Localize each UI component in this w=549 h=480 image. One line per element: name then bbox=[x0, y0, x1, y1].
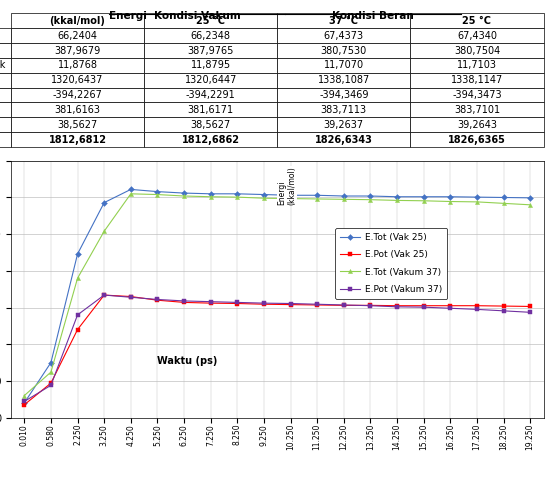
E.Tot (Vakum 37) bbox=[154, 192, 161, 197]
Line: E.Tot (Vak 25): E.Tot (Vak 25) bbox=[22, 187, 533, 405]
E.Pot (Vak 25) bbox=[447, 303, 453, 309]
E.Tot (Vak 25) bbox=[234, 191, 240, 197]
E.Tot (Vak 25) bbox=[394, 194, 400, 200]
Line: E.Pot (Vak 25): E.Pot (Vak 25) bbox=[22, 293, 533, 407]
E.Tot (Vakum 37) bbox=[48, 369, 54, 375]
E.Tot (Vakum 37) bbox=[527, 202, 534, 208]
E.Pot (Vakum 37) bbox=[367, 303, 374, 309]
E.Pot (Vakum 37) bbox=[314, 301, 321, 307]
E.Tot (Vak 25) bbox=[74, 251, 81, 257]
E.Pot (Vakum 37) bbox=[101, 292, 108, 298]
E.Pot (Vakum 37) bbox=[261, 300, 267, 306]
Text: Kondisi Beran: Kondisi Beran bbox=[332, 11, 414, 21]
E.Pot (Vak 25) bbox=[74, 327, 81, 333]
Text: Energi: Energi bbox=[109, 11, 147, 21]
E.Pot (Vak 25) bbox=[48, 380, 54, 386]
E.Pot (Vak 25) bbox=[474, 303, 480, 309]
E.Tot (Vakum 37) bbox=[421, 198, 427, 204]
E.Tot (Vak 25) bbox=[500, 194, 507, 200]
E.Pot (Vakum 37) bbox=[21, 398, 27, 404]
E.Pot (Vakum 37) bbox=[234, 300, 240, 305]
E.Tot (Vak 25) bbox=[421, 194, 427, 200]
E.Tot (Vakum 37) bbox=[287, 196, 294, 202]
E.Tot (Vak 25) bbox=[154, 189, 161, 194]
E.Tot (Vak 25) bbox=[261, 192, 267, 197]
E.Pot (Vakum 37) bbox=[74, 312, 81, 318]
E.Pot (Vak 25) bbox=[261, 301, 267, 307]
E.Tot (Vakum 37) bbox=[127, 191, 134, 197]
E.Tot (Vak 25) bbox=[101, 200, 108, 205]
E.Pot (Vak 25) bbox=[101, 292, 108, 298]
E.Pot (Vakum 37) bbox=[447, 305, 453, 311]
E.Tot (Vak 25) bbox=[474, 194, 480, 200]
E.Pot (Vakum 37) bbox=[340, 302, 347, 308]
E.Tot (Vakum 37) bbox=[261, 195, 267, 201]
E.Pot (Vakum 37) bbox=[474, 307, 480, 312]
E.Tot (Vakum 37) bbox=[394, 198, 400, 204]
E.Pot (Vakum 37) bbox=[48, 383, 54, 388]
E.Tot (Vakum 37) bbox=[500, 201, 507, 206]
E.Tot (Vak 25) bbox=[527, 195, 534, 201]
E.Pot (Vakum 37) bbox=[208, 299, 214, 304]
E.Pot (Vak 25) bbox=[421, 303, 427, 309]
E.Pot (Vak 25) bbox=[500, 303, 507, 309]
E.Tot (Vak 25) bbox=[367, 193, 374, 199]
E.Pot (Vakum 37) bbox=[181, 298, 187, 304]
E.Tot (Vak 25) bbox=[287, 192, 294, 198]
E.Pot (Vak 25) bbox=[314, 302, 321, 308]
E.Pot (Vak 25) bbox=[287, 302, 294, 308]
E.Pot (Vak 25) bbox=[208, 300, 214, 306]
Legend: E.Tot (Vak 25), E.Pot (Vak 25), E.Tot (Vakum 37), E.Pot (Vakum 37): E.Tot (Vak 25), E.Pot (Vak 25), E.Tot (V… bbox=[335, 228, 447, 299]
Line: E.Pot (Vakum 37): E.Pot (Vakum 37) bbox=[22, 293, 533, 404]
E.Tot (Vakum 37) bbox=[21, 393, 27, 398]
E.Pot (Vak 25) bbox=[21, 402, 27, 408]
E.Tot (Vak 25) bbox=[21, 400, 27, 406]
E.Pot (Vakum 37) bbox=[500, 308, 507, 314]
E.Tot (Vakum 37) bbox=[234, 194, 240, 200]
E.Pot (Vakum 37) bbox=[394, 304, 400, 310]
E.Pot (Vakum 37) bbox=[287, 300, 294, 306]
E.Pot (Vakum 37) bbox=[127, 294, 134, 300]
E.Pot (Vakum 37) bbox=[154, 297, 161, 302]
E.Pot (Vak 25) bbox=[234, 300, 240, 306]
E.Tot (Vak 25) bbox=[127, 187, 134, 192]
E.Tot (Vakum 37) bbox=[474, 199, 480, 205]
E.Tot (Vakum 37) bbox=[74, 276, 81, 281]
E.Tot (Vak 25) bbox=[208, 191, 214, 197]
E.Pot (Vakum 37) bbox=[421, 304, 427, 310]
E.Tot (Vak 25) bbox=[181, 190, 187, 196]
E.Tot (Vakum 37) bbox=[208, 194, 214, 200]
E.Pot (Vak 25) bbox=[154, 297, 161, 303]
Text: Energi
(kkal/mol): Energi (kkal/mol) bbox=[277, 166, 296, 204]
E.Tot (Vakum 37) bbox=[181, 193, 187, 199]
E.Pot (Vak 25) bbox=[527, 303, 534, 309]
Text: Kondisi Vakum: Kondisi Vakum bbox=[154, 11, 241, 21]
E.Pot (Vak 25) bbox=[127, 294, 134, 300]
E.Tot (Vak 25) bbox=[340, 193, 347, 199]
E.Tot (Vak 25) bbox=[314, 192, 321, 198]
E.Pot (Vak 25) bbox=[367, 302, 374, 308]
E.Pot (Vakum 37) bbox=[527, 310, 534, 315]
E.Tot (Vakum 37) bbox=[101, 228, 108, 234]
E.Tot (Vakum 37) bbox=[314, 196, 321, 202]
E.Pot (Vak 25) bbox=[181, 300, 187, 305]
E.Pot (Vak 25) bbox=[394, 303, 400, 309]
E.Tot (Vak 25) bbox=[447, 194, 453, 200]
E.Tot (Vakum 37) bbox=[367, 197, 374, 203]
E.Tot (Vak 25) bbox=[48, 360, 54, 365]
E.Pot (Vak 25) bbox=[340, 302, 347, 308]
Text: Waktu (ps): Waktu (ps) bbox=[156, 356, 217, 366]
Line: E.Tot (Vakum 37): E.Tot (Vakum 37) bbox=[22, 192, 533, 397]
E.Tot (Vakum 37) bbox=[340, 196, 347, 202]
E.Tot (Vakum 37) bbox=[447, 199, 453, 204]
